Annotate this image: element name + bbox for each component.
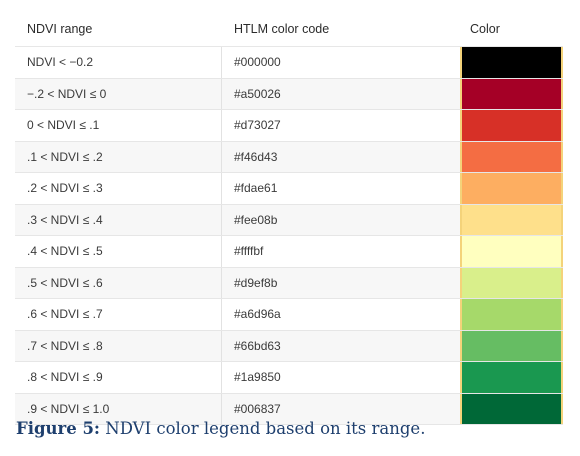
color-swatch	[462, 141, 561, 172]
table-row: .8 < NDVI ≤ .9 #1a9850	[15, 362, 563, 394]
color-code-cell: #006837	[234, 401, 281, 416]
color-code-cell: #fee08b	[234, 212, 278, 227]
ndvi-range-cell: .1 < NDVI ≤ .2	[15, 141, 222, 172]
color-cell	[460, 267, 563, 298]
table-body: NDVI < −0.2 #000000 −.2 < NDVI ≤ 0 #a50026 0…	[15, 47, 563, 425]
color-swatch	[462, 78, 561, 109]
color-code-cell: #d73027	[234, 118, 281, 133]
ndvi-range-cell: 0 < NDVI ≤ .1	[15, 110, 222, 141]
ndvi-range-cell: .7 < NDVI ≤ .8	[15, 330, 222, 361]
figure-caption-text: NDVI color legend based on its range.	[100, 419, 426, 438]
ndvi-range-cell: .2 < NDVI ≤ .3	[15, 173, 222, 204]
color-code-cell: #ffffbf	[234, 244, 264, 259]
table-row: −.2 < NDVI ≤ 0 #a50026	[15, 78, 563, 110]
color-cell	[460, 110, 563, 141]
color-swatch	[462, 110, 561, 141]
table-row: NDVI < −0.2 #000000	[15, 47, 563, 79]
color-code-cell: #1a9850	[234, 370, 281, 385]
color-swatch	[462, 236, 561, 267]
color-swatch	[462, 47, 561, 78]
color-swatch	[462, 204, 561, 235]
color-cell	[460, 393, 563, 424]
color-swatch	[462, 393, 561, 424]
color-swatch	[462, 267, 561, 298]
table-row: 0 < NDVI ≤ .1 #d73027	[15, 110, 563, 142]
color-code-cell: #f46d43	[234, 149, 278, 164]
ndvi-range-cell: −.2 < NDVI ≤ 0	[15, 78, 222, 109]
color-cell	[460, 78, 563, 109]
color-swatch	[462, 173, 561, 204]
color-cell	[460, 330, 563, 361]
table-row: .6 < NDVI ≤ .7 #a6d96a	[15, 299, 563, 331]
table-row: .9 < NDVI ≤ 1.0 #006837	[15, 393, 563, 425]
color-cell	[460, 204, 563, 235]
color-cell	[460, 299, 563, 330]
ndvi-range-cell: .4 < NDVI ≤ .5	[15, 236, 222, 267]
color-code-cell: #d9ef8b	[234, 275, 278, 290]
table-row: .3 < NDVI ≤ .4 #fee08b	[15, 204, 563, 236]
figure-label: Figure 5:	[16, 419, 101, 438]
color-cell	[460, 236, 563, 267]
color-code-cell: #000000	[234, 55, 281, 70]
table-row: .1 < NDVI ≤ .2 #f46d43	[15, 141, 563, 173]
ndvi-range-cell: NDVI < −0.2	[15, 47, 222, 78]
figure-caption: Figure 5: NDVI color legend based on its…	[16, 419, 425, 438]
ndvi-range-cell: .6 < NDVI ≤ .7	[15, 299, 222, 330]
color-code-cell: #a50026	[234, 86, 281, 101]
ndvi-range-cell: .5 < NDVI ≤ .6	[15, 267, 222, 298]
header-color-code: HTLM color code	[234, 22, 330, 36]
header-color: Color	[470, 22, 500, 36]
ndvi-range-cell: .3 < NDVI ≤ .4	[15, 204, 222, 235]
table-row: .7 < NDVI ≤ .8 #66bd63	[15, 330, 563, 362]
ndvi-color-table: NDVI range HTLM color code Color NDVI < …	[15, 12, 563, 425]
table-row: .2 < NDVI ≤ .3 #fdae61	[15, 173, 563, 205]
color-swatch	[462, 299, 561, 330]
color-swatch	[462, 330, 561, 361]
table-header: NDVI range HTLM color code Color	[15, 12, 563, 47]
table-row: .4 < NDVI ≤ .5 #ffffbf	[15, 236, 563, 268]
color-code-cell: #a6d96a	[234, 307, 281, 322]
header-ndvi-range: NDVI range	[27, 22, 93, 36]
color-code-cell: #66bd63	[234, 338, 281, 353]
ndvi-range-cell: .9 < NDVI ≤ 1.0	[15, 393, 222, 424]
color-cell	[460, 173, 563, 204]
table-row: .5 < NDVI ≤ .6 #d9ef8b	[15, 267, 563, 299]
color-swatch	[462, 362, 561, 393]
ndvi-range-cell: .8 < NDVI ≤ .9	[15, 362, 222, 393]
color-code-cell: #fdae61	[234, 181, 278, 196]
color-cell	[460, 362, 563, 393]
color-cell	[460, 141, 563, 172]
color-cell	[460, 47, 563, 78]
